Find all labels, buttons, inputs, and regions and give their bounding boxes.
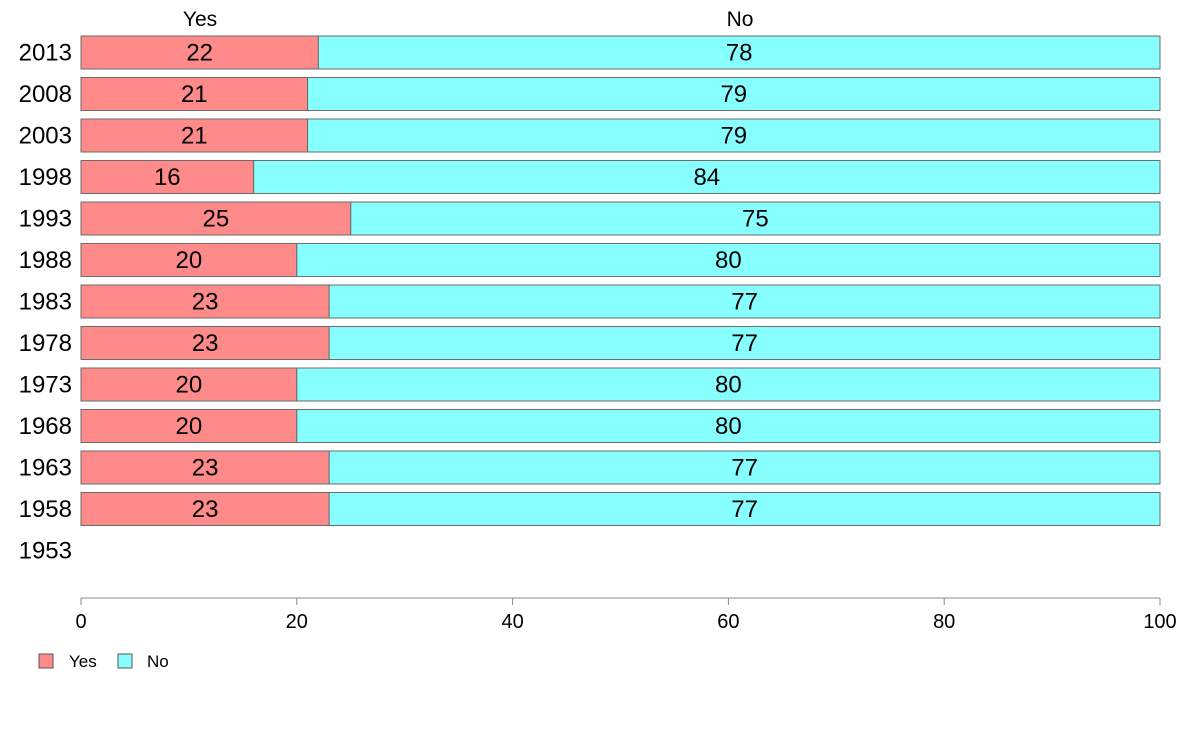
- year-label: 1983: [19, 289, 72, 316]
- x-tick-label: 20: [286, 611, 308, 633]
- bar-value-yes: 20: [176, 413, 203, 440]
- bar-no: [317, 35, 1161, 70]
- legend-label-yes: Yes: [69, 652, 97, 671]
- year-label: 2008: [19, 81, 72, 108]
- bar-value-no: 77: [731, 330, 758, 357]
- year-label: 1998: [19, 164, 72, 191]
- year-label: 1968: [19, 413, 72, 440]
- column-header-no: No: [727, 8, 754, 31]
- bar-value-no: 80: [715, 372, 742, 399]
- bar-value-no: 80: [715, 247, 742, 274]
- bar-no: [296, 409, 1161, 443]
- bar-value-yes: 23: [192, 455, 219, 482]
- bar-yes: [80, 35, 319, 70]
- bar-value-yes: 21: [181, 81, 208, 108]
- x-tick-label: 60: [717, 611, 739, 633]
- x-tick-label: 40: [501, 611, 523, 633]
- bar-value-yes: 22: [186, 40, 213, 67]
- bar-yes: [80, 77, 309, 111]
- year-label: 1988: [19, 247, 72, 274]
- x-tick-label: 0: [75, 611, 86, 633]
- bar-value-yes: 20: [176, 372, 203, 399]
- bar-value-yes: 23: [192, 496, 219, 523]
- bar-no: [350, 201, 1161, 236]
- bar-yes: [80, 450, 330, 485]
- year-label: 1973: [19, 372, 72, 399]
- bar-yes: [80, 492, 330, 526]
- bar-value-yes: 21: [181, 123, 208, 150]
- legend-swatch-no: [117, 653, 133, 669]
- bar-value-yes: 16: [154, 164, 181, 191]
- legend-swatch-yes: [38, 653, 54, 669]
- bar-no: [253, 160, 1161, 194]
- bar-value-yes: 20: [176, 247, 203, 274]
- column-header-yes: Yes: [183, 8, 217, 31]
- bar-no: [328, 492, 1161, 526]
- year-label: 2013: [19, 40, 72, 67]
- bar-value-no: 77: [731, 455, 758, 482]
- bar-value-no: 79: [720, 81, 747, 108]
- bar-no: [328, 450, 1161, 485]
- bar-no: [328, 284, 1161, 319]
- bar-value-no: 80: [715, 413, 742, 440]
- bar-no: [307, 77, 1161, 111]
- year-label: 1953: [19, 538, 72, 565]
- bar-value-no: 75: [742, 206, 769, 233]
- bar-value-no: 84: [693, 164, 720, 191]
- year-label: 1963: [19, 455, 72, 482]
- bar-value-yes: 25: [203, 206, 230, 233]
- bar-value-yes: 23: [192, 289, 219, 316]
- bar-no: [296, 367, 1161, 402]
- bar-value-yes: 23: [192, 330, 219, 357]
- bar-yes: [80, 160, 255, 194]
- bar-value-no: 77: [731, 289, 758, 316]
- bar-yes: [80, 367, 298, 402]
- bar-yes: [80, 409, 298, 443]
- bar-yes: [80, 201, 352, 236]
- x-tick-label: 100: [1143, 611, 1176, 633]
- bar-yes: [80, 118, 309, 153]
- year-label: 1958: [19, 496, 72, 523]
- bar-no: [328, 326, 1161, 360]
- bar-yes: [80, 284, 330, 319]
- year-label: 1978: [19, 330, 72, 357]
- bar-no: [296, 243, 1161, 277]
- bar-value-no: 78: [726, 40, 753, 67]
- year-label: 1993: [19, 206, 72, 233]
- legend-label-no: No: [147, 652, 169, 671]
- x-tick-label: 80: [933, 611, 955, 633]
- year-label: 2003: [19, 123, 72, 150]
- bar-no: [307, 118, 1161, 153]
- bar-value-no: 79: [720, 123, 747, 150]
- bar-value-no: 77: [731, 496, 758, 523]
